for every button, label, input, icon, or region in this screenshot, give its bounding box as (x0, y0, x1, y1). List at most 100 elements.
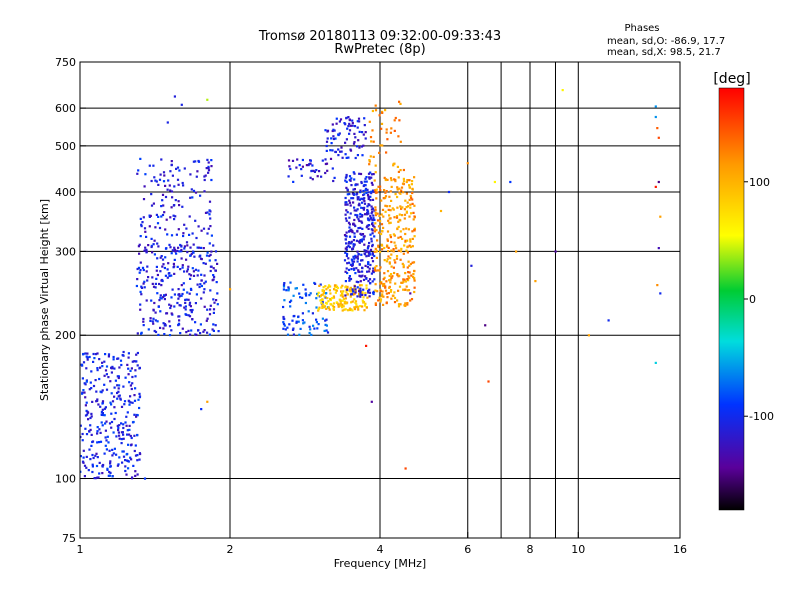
data-point (96, 426, 99, 429)
data-point (176, 178, 180, 181)
data-point (393, 119, 396, 122)
data-point (190, 188, 193, 191)
data-point (365, 255, 368, 258)
data-point (179, 243, 182, 247)
data-point (162, 204, 165, 207)
data-point (342, 305, 345, 308)
data-point (182, 232, 185, 235)
data-point (344, 153, 347, 156)
data-point (659, 215, 662, 218)
data-point (103, 414, 106, 417)
stats-heading: Phases (624, 23, 659, 34)
data-point (163, 266, 166, 270)
data-point (346, 309, 350, 312)
data-point (155, 213, 158, 216)
data-point (128, 433, 131, 436)
data-point (354, 300, 358, 303)
data-point (111, 400, 115, 403)
data-point (387, 246, 390, 249)
data-points (80, 89, 662, 480)
data-point (138, 243, 141, 246)
data-point (123, 400, 127, 403)
x-axis-label: Frequency [MHz] (334, 557, 426, 570)
data-point (345, 138, 348, 141)
data-point (408, 264, 411, 267)
data-point (344, 294, 347, 297)
data-point (405, 285, 408, 288)
data-point (367, 254, 370, 257)
data-point (122, 423, 125, 426)
data-point (362, 133, 365, 136)
data-point (353, 308, 357, 311)
data-point (384, 195, 388, 198)
data-point (587, 334, 590, 337)
data-point (389, 221, 392, 224)
data-point (127, 460, 130, 463)
data-point (148, 214, 151, 217)
data-point (344, 280, 347, 283)
data-point (394, 116, 397, 120)
data-point (388, 261, 391, 264)
data-point (374, 191, 377, 194)
data-point (385, 280, 388, 283)
data-point (295, 287, 298, 290)
data-point (176, 265, 179, 268)
data-point (104, 406, 107, 409)
data-point (320, 301, 323, 305)
data-point (206, 331, 209, 334)
data-point (398, 285, 402, 288)
data-point (382, 283, 385, 286)
data-point (309, 292, 312, 295)
data-point (133, 449, 136, 453)
data-point (656, 127, 659, 130)
data-point (352, 245, 355, 248)
data-point (91, 463, 94, 466)
data-point (372, 267, 375, 270)
data-point (358, 270, 361, 273)
data-point (332, 137, 335, 141)
data-point (358, 219, 361, 223)
data-point (160, 205, 163, 208)
data-point (654, 185, 657, 188)
data-point (358, 198, 362, 201)
data-point (282, 283, 286, 286)
data-point (108, 422, 112, 425)
data-point (371, 223, 374, 226)
data-point (113, 406, 116, 409)
data-point (159, 310, 162, 313)
data-point (346, 262, 349, 265)
data-point (145, 299, 148, 302)
data-point (379, 282, 382, 285)
data-point (136, 459, 139, 462)
data-point (357, 308, 360, 311)
data-point (189, 274, 193, 277)
data-point (398, 100, 401, 103)
data-point (384, 109, 387, 112)
data-point (81, 439, 84, 442)
data-point (116, 464, 119, 467)
data-point (139, 217, 142, 220)
data-point (170, 160, 173, 163)
data-point (377, 225, 381, 228)
data-point (135, 415, 138, 418)
data-point (349, 242, 352, 245)
data-point (133, 413, 136, 416)
data-point (333, 129, 336, 132)
data-point (346, 127, 349, 130)
data-point (208, 313, 212, 316)
data-point (385, 260, 388, 263)
data-point (374, 104, 377, 107)
data-point (372, 290, 376, 293)
data-point (184, 298, 187, 301)
data-point (399, 140, 402, 143)
data-point (178, 250, 181, 253)
data-point (162, 180, 166, 183)
data-point (287, 159, 291, 162)
data-point (140, 293, 143, 296)
data-point (310, 170, 313, 173)
data-point (161, 199, 164, 202)
data-point (181, 205, 184, 208)
data-point (389, 236, 392, 239)
data-point (371, 183, 374, 186)
data-point (356, 295, 359, 298)
